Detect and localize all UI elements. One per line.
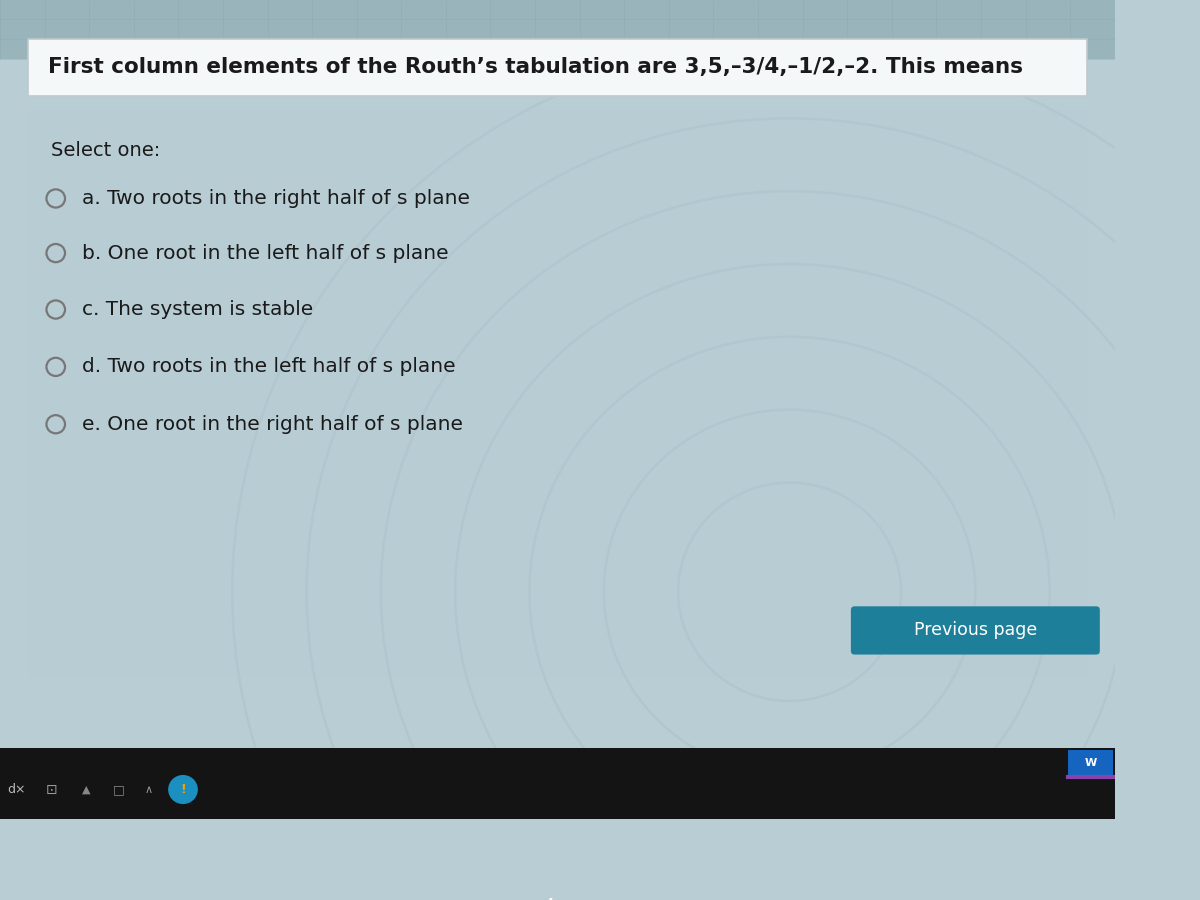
FancyBboxPatch shape — [0, 819, 1115, 865]
Text: d. Two roots in the left half of s plane: d. Two roots in the left half of s plane — [82, 357, 455, 376]
Text: W: W — [1085, 758, 1097, 768]
Text: ⊡: ⊡ — [46, 782, 56, 796]
Text: ▲: ▲ — [82, 785, 91, 795]
Text: !: ! — [180, 783, 186, 796]
FancyBboxPatch shape — [0, 748, 1115, 819]
Text: hp: hp — [546, 898, 569, 900]
Text: d×: d× — [7, 783, 26, 796]
Text: c. The system is stable: c. The system is stable — [82, 300, 313, 319]
FancyBboxPatch shape — [28, 109, 1087, 679]
Circle shape — [168, 775, 198, 804]
Text: a. Two roots in the right half of s plane: a. Two roots in the right half of s plan… — [82, 189, 469, 208]
Circle shape — [516, 865, 599, 900]
FancyBboxPatch shape — [0, 0, 1115, 59]
Text: Previous page: Previous page — [913, 621, 1037, 639]
Text: First column elements of the Routh’s tabulation are 3,5,–3/4,–1/2,–2. This means: First column elements of the Routh’s tab… — [48, 58, 1024, 77]
Text: b. One root in the left half of s plane: b. One root in the left half of s plane — [82, 244, 449, 263]
Text: e. One root in the right half of s plane: e. One root in the right half of s plane — [82, 415, 463, 434]
Text: Select one:: Select one: — [52, 140, 161, 159]
Text: □: □ — [113, 783, 125, 796]
FancyBboxPatch shape — [851, 607, 1100, 654]
FancyBboxPatch shape — [1068, 751, 1112, 776]
Text: ∧: ∧ — [144, 785, 152, 795]
FancyBboxPatch shape — [28, 39, 1087, 95]
